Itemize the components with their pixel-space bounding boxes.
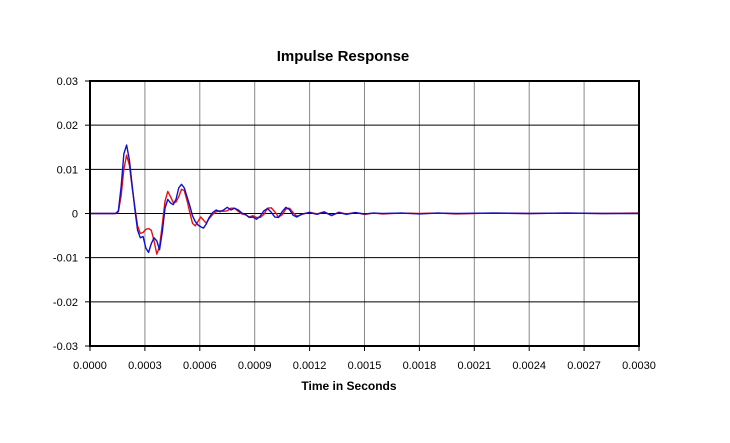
x-tick-label: 0.0003 xyxy=(128,360,162,372)
chart-title: Impulse Response xyxy=(277,48,410,65)
y-tick-label: 0.03 xyxy=(57,76,78,88)
x-tick-label: 0.0021 xyxy=(457,360,491,372)
x-tick-label: 0.0030 xyxy=(622,360,656,372)
y-tick-label: 0 xyxy=(72,209,78,221)
y-tick-label: 0.01 xyxy=(57,164,78,176)
series-layer xyxy=(89,144,640,255)
x-tick-label: 0.0027 xyxy=(567,360,601,372)
x-tick-label: 0.0006 xyxy=(183,360,217,372)
series-line-2 xyxy=(89,144,640,254)
x-tick-label: 0.0000 xyxy=(73,360,107,372)
y-tick-label: -0.01 xyxy=(53,253,78,265)
x-axis-ticks: 0.0000 0.0003 0.0006 0.0009 0.0012 0.0015 0.00… xyxy=(73,346,656,372)
x-axis-label: Time in Seconds xyxy=(301,379,396,393)
x-tick-label: 0.0018 xyxy=(403,360,437,372)
y-tick-label: 0.02 xyxy=(57,120,78,132)
x-tick-label: 0.0024 xyxy=(512,360,546,372)
x-tick-label: 0.0015 xyxy=(348,360,382,372)
y-axis-ticks: 0.03 0.02 0.01 0 -0.01 -0.02 -0.03 xyxy=(53,76,90,353)
y-tick-label: -0.03 xyxy=(53,341,78,353)
y-tick-label: -0.02 xyxy=(53,297,78,309)
x-tick-label: 0.0012 xyxy=(293,360,327,372)
x-tick-label: 0.0009 xyxy=(238,360,272,372)
